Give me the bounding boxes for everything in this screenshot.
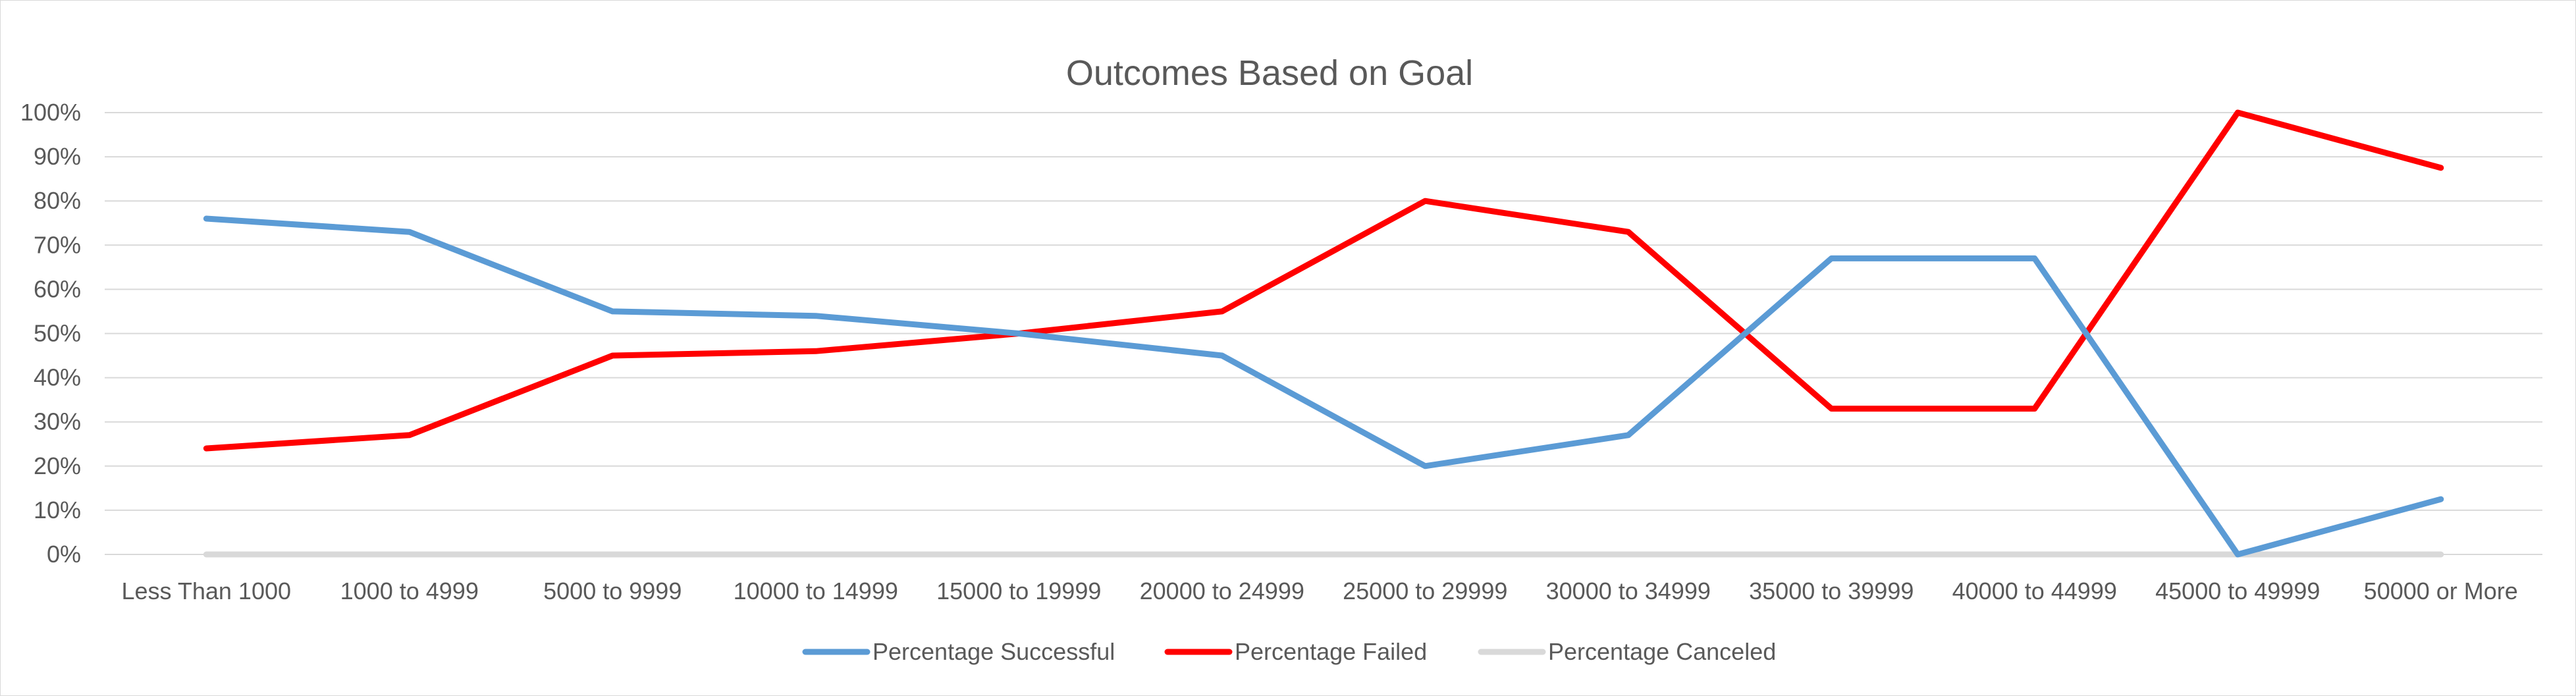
- x-tick-label: 5000 to 9999: [543, 577, 682, 604]
- y-tick-label: 100%: [20, 99, 81, 126]
- series-line-percentage-successful: [203, 215, 2444, 558]
- legend-label-percentage-canceled: Percentage Canceled: [1548, 638, 1776, 665]
- series-lines: [203, 109, 2444, 558]
- y-tick-label: 30%: [34, 408, 81, 435]
- y-axis-tick-labels: 0% 10% 20% 30% 40% 50% 60% 70% 80% 90% 100%: [20, 99, 81, 568]
- legend-label-percentage-successful: Percentage Successful: [872, 638, 1115, 665]
- y-tick-label: 0%: [47, 541, 81, 568]
- y-tick-label: 50%: [34, 320, 81, 347]
- x-axis-tick-labels: Less Than 1000 1000 to 4999 5000 to 9999 10…: [121, 577, 2517, 604]
- y-tick-label: 90%: [34, 143, 81, 170]
- y-tick-label: 70%: [34, 231, 81, 258]
- x-tick-label: 1000 to 4999: [340, 577, 479, 604]
- x-tick-label: 30000 to 34999: [1546, 577, 1711, 604]
- legend: Percentage Successful Percentage Failed Pe…: [802, 638, 1776, 665]
- y-tick-label: 80%: [34, 187, 81, 214]
- x-tick-label: 40000 to 44999: [1952, 577, 2117, 604]
- y-tick-label: 60%: [34, 275, 81, 302]
- x-tick-label: 45000 to 49999: [2155, 577, 2320, 604]
- y-tick-label: 40%: [34, 364, 81, 391]
- legend-label-percentage-failed: Percentage Failed: [1235, 638, 1427, 665]
- x-tick-label: 15000 to 19999: [936, 577, 1101, 604]
- x-tick-label: 10000 to 14999: [734, 577, 898, 604]
- x-tick-label: 25000 to 29999: [1343, 577, 1507, 604]
- series-line-percentage-failed: [203, 109, 2444, 452]
- x-tick-label: Less Than 1000: [121, 577, 291, 604]
- gridlines: [105, 112, 2542, 555]
- x-tick-label: 50000 or More: [2364, 577, 2518, 604]
- chart-title: Outcomes Based on Goal: [1066, 53, 1473, 93]
- y-tick-label: 20%: [34, 452, 81, 479]
- x-tick-label: 35000 to 39999: [1749, 577, 1914, 604]
- y-tick-label: 10%: [34, 496, 81, 523]
- x-tick-label: 20000 to 24999: [1140, 577, 1304, 604]
